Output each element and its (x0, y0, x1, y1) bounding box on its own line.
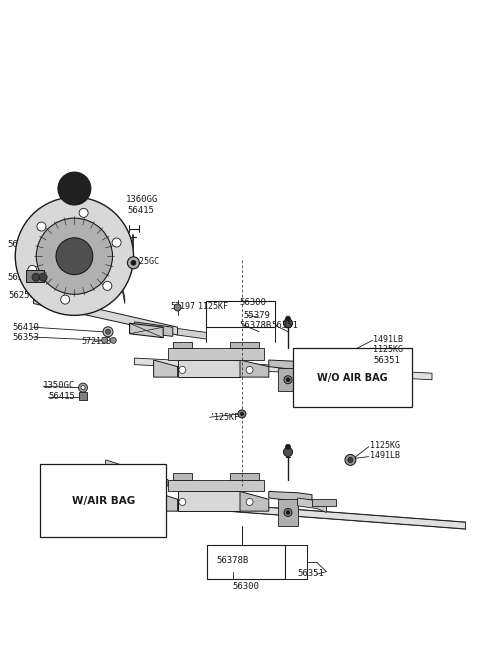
Polygon shape (240, 360, 269, 377)
Circle shape (58, 172, 91, 205)
Circle shape (28, 265, 37, 275)
Circle shape (79, 208, 88, 217)
Polygon shape (154, 360, 178, 377)
Text: 1125GC: 1125GC (129, 257, 158, 266)
Circle shape (103, 327, 113, 337)
Circle shape (79, 383, 87, 392)
Text: 56353: 56353 (12, 332, 39, 342)
Circle shape (131, 260, 136, 265)
Text: W/AIR BAG: W/AIR BAG (72, 495, 135, 506)
Polygon shape (178, 360, 240, 377)
Polygon shape (178, 491, 240, 511)
Circle shape (286, 510, 290, 514)
Text: 1491LB: 1491LB (373, 334, 403, 344)
Text: 57213B: 57213B (82, 337, 111, 346)
Circle shape (32, 273, 40, 281)
Polygon shape (178, 328, 206, 339)
Text: 56410: 56410 (12, 323, 39, 332)
Text: 55379: 55379 (244, 311, 271, 320)
Text: 56378B: 56378B (216, 556, 248, 565)
Bar (79, 392, 87, 399)
Circle shape (15, 197, 133, 315)
Circle shape (286, 316, 290, 321)
Text: 1350GC: 1350GC (43, 380, 75, 390)
Circle shape (110, 337, 116, 344)
Text: 1360GG: 1360GG (126, 194, 158, 204)
Polygon shape (130, 323, 163, 338)
Text: 56300: 56300 (233, 581, 260, 591)
Circle shape (246, 367, 253, 373)
Polygon shape (240, 491, 269, 511)
Circle shape (174, 304, 181, 311)
Text: 56378B: 56378B (239, 321, 271, 330)
Polygon shape (134, 358, 432, 380)
Polygon shape (168, 348, 264, 360)
Circle shape (284, 376, 292, 384)
Text: 1125KG: 1125KG (370, 441, 399, 450)
Circle shape (60, 295, 70, 304)
Text: '125KF: '125KF (210, 413, 240, 422)
Polygon shape (278, 368, 298, 391)
Text: 1491LB: 1491LB (370, 451, 399, 460)
Polygon shape (115, 253, 125, 304)
Circle shape (179, 499, 186, 505)
Circle shape (284, 447, 292, 457)
Bar (207, 545, 285, 579)
Circle shape (39, 273, 47, 281)
Polygon shape (230, 473, 259, 480)
Polygon shape (106, 460, 168, 486)
Circle shape (246, 499, 253, 505)
Circle shape (238, 410, 246, 418)
Text: 56419: 56419 (7, 240, 34, 249)
Polygon shape (278, 499, 298, 526)
Polygon shape (34, 294, 178, 335)
Circle shape (36, 218, 112, 294)
Circle shape (103, 281, 112, 290)
Circle shape (348, 457, 353, 463)
Polygon shape (230, 342, 259, 348)
Circle shape (102, 337, 108, 344)
Circle shape (286, 378, 290, 382)
Polygon shape (134, 322, 173, 336)
Text: 56415: 56415 (48, 392, 75, 401)
Polygon shape (115, 496, 466, 529)
Circle shape (284, 509, 292, 516)
Polygon shape (173, 473, 192, 480)
Text: 56351: 56351 (271, 321, 298, 330)
Circle shape (128, 257, 139, 269)
Circle shape (112, 238, 121, 247)
Polygon shape (298, 367, 326, 374)
Polygon shape (173, 342, 192, 348)
Circle shape (81, 386, 85, 390)
Bar (26, 270, 44, 283)
Polygon shape (168, 480, 264, 491)
Circle shape (284, 319, 292, 328)
Text: 56351: 56351 (298, 569, 324, 578)
Polygon shape (269, 360, 312, 370)
Polygon shape (312, 499, 336, 506)
Circle shape (240, 413, 243, 415)
Circle shape (179, 367, 186, 373)
Text: 56351: 56351 (373, 355, 400, 365)
Text: 56415: 56415 (127, 206, 154, 215)
Polygon shape (298, 498, 326, 512)
Text: 56512: 56512 (7, 273, 34, 282)
Text: 57197: 57197 (170, 302, 195, 311)
Text: 1125KG: 1125KG (373, 345, 403, 354)
Text: 56300: 56300 (239, 298, 266, 307)
Circle shape (345, 455, 356, 465)
Text: 1125KF: 1125KF (198, 302, 228, 311)
Text: 56250A: 56250A (9, 291, 41, 300)
Circle shape (286, 444, 290, 449)
Bar (206, 301, 275, 327)
Polygon shape (269, 491, 312, 501)
Circle shape (106, 329, 110, 334)
Circle shape (37, 222, 46, 231)
Polygon shape (154, 491, 178, 511)
Circle shape (56, 238, 93, 275)
Text: W/O AIR BAG: W/O AIR BAG (317, 373, 388, 383)
